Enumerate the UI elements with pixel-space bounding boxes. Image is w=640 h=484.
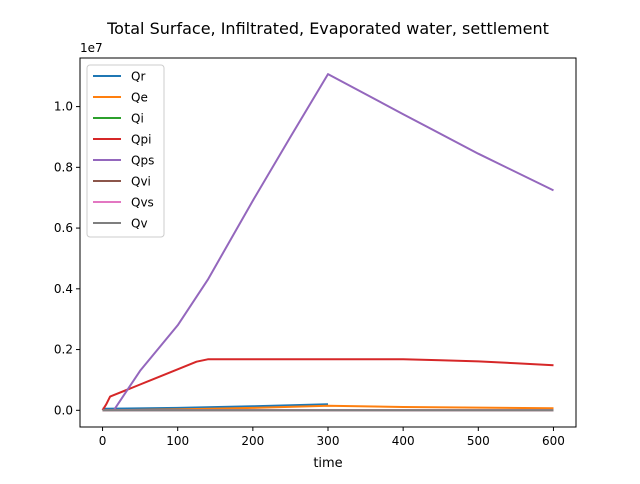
legend-label-qi: Qi <box>131 112 144 126</box>
x-tick-label: 200 <box>241 434 264 448</box>
y-tick-label: 0.4 <box>54 282 73 296</box>
y-axis-offset-label: 1e7 <box>80 41 103 55</box>
series-line-qr <box>102 403 329 410</box>
y-tick-label: 1.0 <box>54 100 73 114</box>
x-tick-label: 600 <box>542 434 565 448</box>
series-layer <box>101 73 554 412</box>
x-tick-label: 300 <box>317 434 340 448</box>
y-axis: 0.0 0.2 0.4 0.6 0.8 1.0 <box>54 100 80 417</box>
y-tick-label: 0.6 <box>54 221 73 235</box>
x-tick-label: 100 <box>166 434 189 448</box>
legend-label-qps: Qps <box>131 154 154 168</box>
x-axis: 0 100 200 300 400 500 600 <box>99 427 565 448</box>
x-tick-label: 500 <box>467 434 490 448</box>
x-axis-label: time <box>313 456 342 471</box>
legend-label-qe: Qe <box>131 91 148 105</box>
series-line-qpi <box>101 358 554 411</box>
legend-label-qvs: Qvs <box>131 196 154 210</box>
legend-label-qr: Qr <box>131 70 145 84</box>
y-tick-label: 0.0 <box>54 403 73 417</box>
legend-label-qv: Qv <box>131 217 148 231</box>
series-line-qps <box>112 73 554 411</box>
legend-box <box>86 64 165 238</box>
x-tick-label: 0 <box>99 434 107 448</box>
legend: Qr Qe Qi Qpi Qps Qvi Qvs Qv <box>86 64 165 238</box>
y-tick-label: 0.8 <box>54 160 73 174</box>
y-tick-label: 0.2 <box>54 343 73 357</box>
legend-label-qpi: Qpi <box>131 133 151 147</box>
x-tick-label: 400 <box>392 434 415 448</box>
chart-title: Total Surface, Infiltrated, Evaporated w… <box>106 19 549 38</box>
legend-label-qvi: Qvi <box>131 175 151 189</box>
